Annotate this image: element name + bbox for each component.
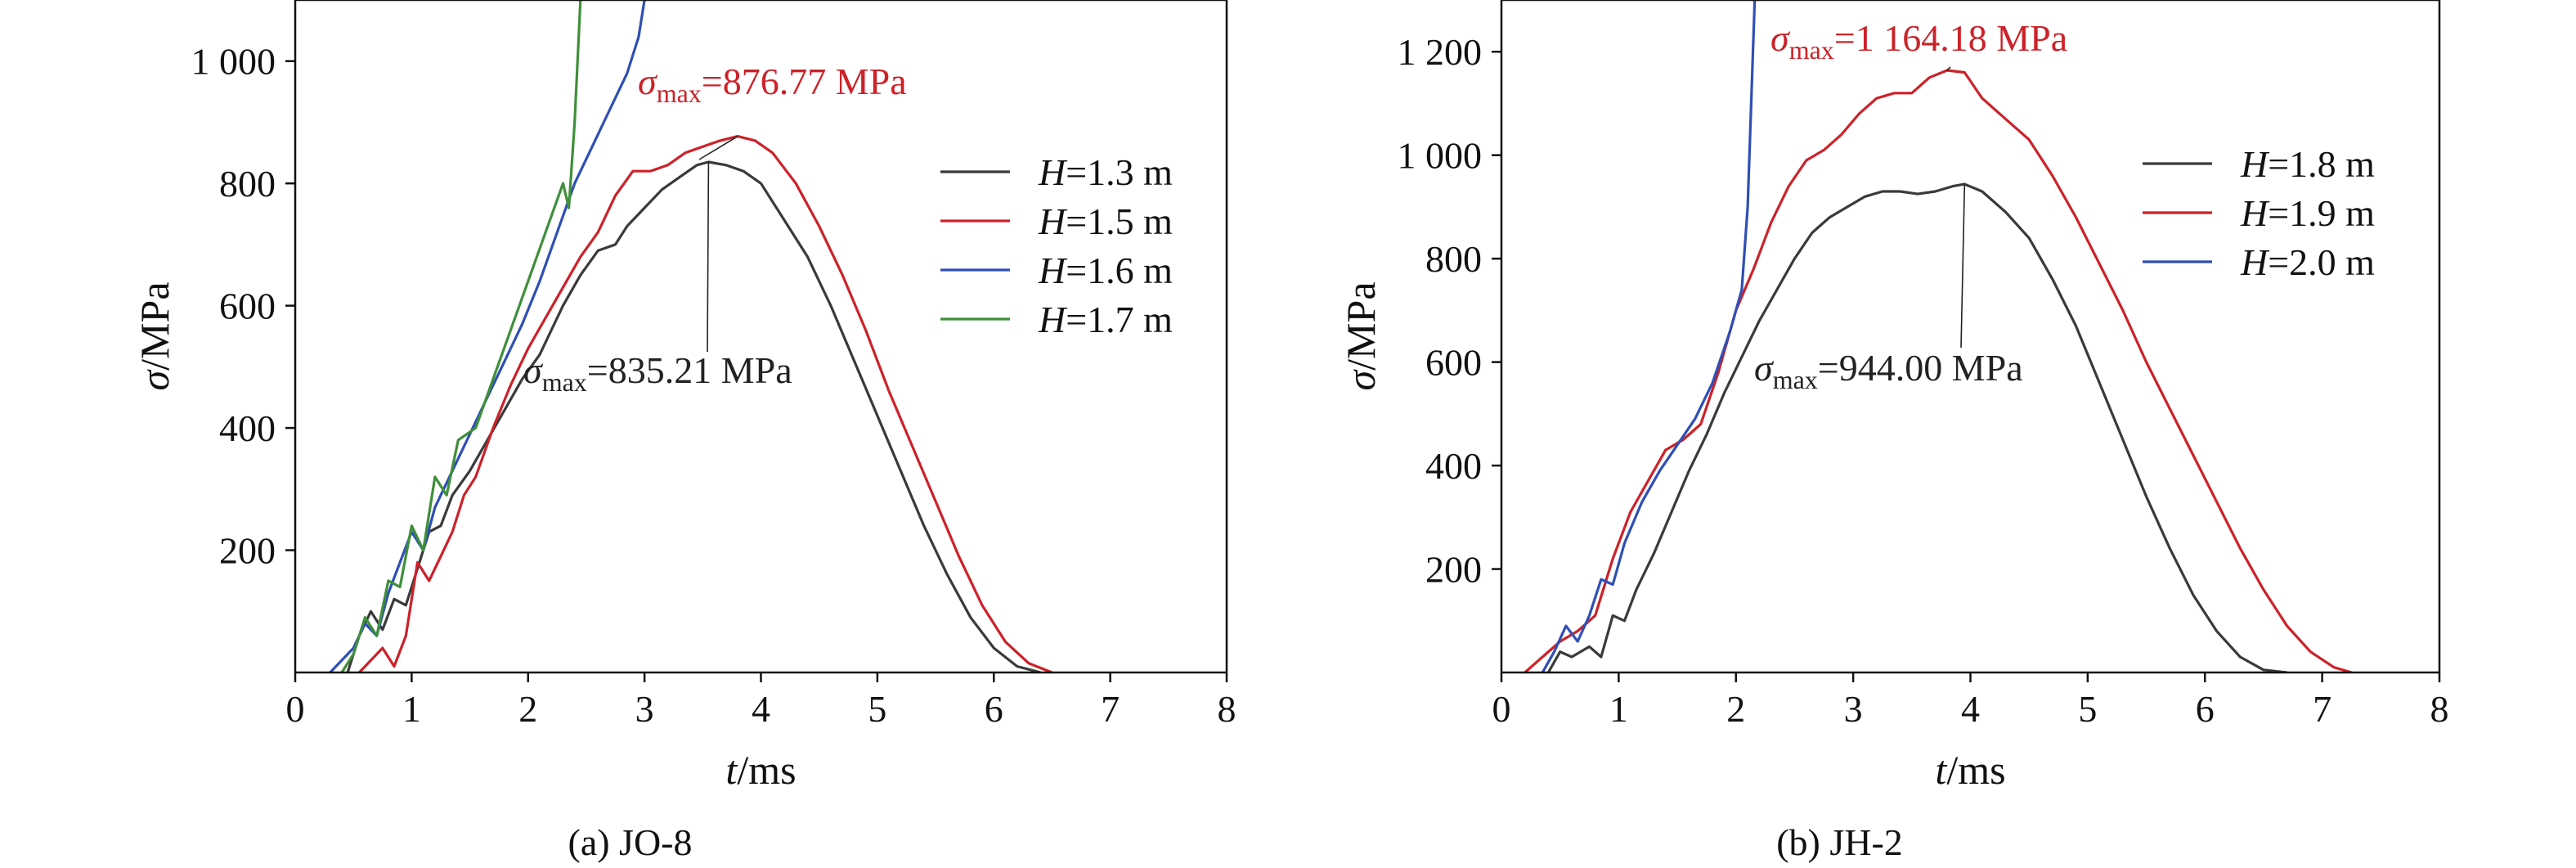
x-axis-symbol: t bbox=[725, 747, 738, 793]
x-axis-unit: /ms bbox=[737, 747, 796, 793]
legend-label: H=1.5 m bbox=[1038, 200, 1173, 242]
x-tick-label: 4 bbox=[752, 688, 770, 730]
legend-label: H=1.7 m bbox=[1038, 299, 1173, 340]
x-tick-label: 8 bbox=[1218, 688, 1236, 730]
y-tick-label: 1 000 bbox=[1398, 135, 1483, 177]
y-axis-title: σ/MPa bbox=[132, 281, 177, 390]
y-tick-label: 200 bbox=[1425, 549, 1482, 591]
series-line-h-1-6-m bbox=[329, 0, 646, 672]
annotation-symbol: σ bbox=[638, 61, 658, 102]
annotation-leader bbox=[1946, 66, 1951, 71]
y-axis-unit: /MPa bbox=[1338, 281, 1384, 370]
annotation-symbol: σ bbox=[1754, 347, 1775, 389]
legend-label: H=1.8 m bbox=[2240, 143, 2375, 185]
x-tick-label: 3 bbox=[1844, 688, 1863, 730]
chart-panel-b: 0 1 2 3 4 5 6 7 8 200 400 600 800 1 000 1 200 t/ms σ/MPa… bbox=[1338, 0, 2449, 863]
x-tick-label: 6 bbox=[985, 688, 1003, 730]
legend-value: =2.0 m bbox=[2268, 241, 2375, 283]
legend: H=1.8 mH=1.9 mH=2.0 m bbox=[2143, 143, 2375, 283]
legend-var: H bbox=[2240, 143, 2270, 185]
series-line-h-1-9-m bbox=[1524, 69, 2352, 672]
legend-label: H=1.6 m bbox=[1038, 250, 1173, 291]
series-line-h-1-8-m bbox=[1546, 182, 2287, 672]
legend-var: H bbox=[2240, 192, 2270, 234]
legend-value: =1.9 m bbox=[2268, 192, 2375, 234]
x-tick-label: 7 bbox=[2313, 688, 2331, 730]
legend-var: H bbox=[1038, 299, 1068, 340]
x-tick-label: 6 bbox=[2196, 688, 2215, 730]
legend-label: H=1.9 m bbox=[2240, 192, 2375, 234]
annotation-value: =944.00 MPa bbox=[1818, 347, 2023, 389]
x-tick-label: 1 bbox=[402, 688, 421, 730]
legend-var: H bbox=[2240, 241, 2270, 283]
y-axis-unit: /MPa bbox=[132, 281, 177, 370]
x-tick-label: 2 bbox=[518, 688, 537, 730]
x-axis-title: t/ms bbox=[1935, 747, 2005, 793]
x-tick-label: 0 bbox=[1492, 688, 1511, 730]
annotation-leader bbox=[707, 162, 710, 353]
legend-value: =1.3 m bbox=[1066, 151, 1173, 193]
series-line-h-1-7-m bbox=[340, 0, 582, 672]
annotation-leader bbox=[1960, 184, 1966, 349]
annotation-label: σmax=835.21 MPa bbox=[523, 349, 792, 397]
legend-var: H bbox=[1038, 151, 1068, 193]
plot-frame bbox=[1500, 0, 2441, 674]
annotation-subscript: max bbox=[1773, 365, 1818, 394]
annotation-value: =876.77 MPa bbox=[702, 61, 907, 102]
annotation-symbol: σ bbox=[523, 349, 544, 391]
y-axis-symbol: σ bbox=[1338, 369, 1384, 391]
annotation-label: σmax=876.77 MPa bbox=[638, 61, 907, 108]
y-tick-label: 200 bbox=[219, 530, 276, 572]
annotation-label: σmax=1 164.18 MPa bbox=[1770, 17, 2067, 65]
y-tick-label: 800 bbox=[1425, 238, 1482, 280]
legend-value: =1.7 m bbox=[1066, 299, 1173, 340]
legend: H=1.3 mH=1.5 mH=1.6 mH=1.7 m bbox=[940, 151, 1173, 340]
x-axis-unit: /ms bbox=[1946, 747, 2005, 793]
y-tick-label: 400 bbox=[1425, 445, 1482, 487]
annotation-value: =835.21 MPa bbox=[587, 349, 792, 391]
x-axis-symbol: t bbox=[1935, 747, 1947, 793]
y-tick-label: 600 bbox=[219, 286, 276, 327]
x-tick-label: 5 bbox=[2078, 688, 2097, 730]
legend-label: H=1.3 m bbox=[1038, 151, 1173, 193]
x-tick-label: 2 bbox=[1726, 688, 1745, 730]
x-tick-label: 0 bbox=[286, 688, 305, 730]
legend-value: =1.8 m bbox=[2268, 143, 2375, 185]
series-line-h-2-0-m bbox=[1541, 0, 1757, 672]
x-tick-label: 3 bbox=[635, 688, 654, 730]
y-axis-title: σ/MPa bbox=[1338, 281, 1384, 390]
y-tick-label: 1 000 bbox=[191, 41, 276, 83]
x-tick-label: 4 bbox=[1961, 688, 1980, 730]
y-tick-label: 400 bbox=[219, 407, 276, 449]
panel-caption: (a) JO-8 bbox=[568, 821, 693, 863]
x-tick-label: 1 bbox=[1609, 688, 1628, 730]
legend-value: =1.5 m bbox=[1066, 200, 1173, 242]
annotation-subscript: max bbox=[542, 367, 587, 397]
annotation-leader bbox=[698, 135, 738, 160]
annotation-subscript: max bbox=[1789, 35, 1834, 65]
y-tick-label: 1 200 bbox=[1398, 31, 1483, 73]
annotation-label: σmax=944.00 MPa bbox=[1754, 347, 2023, 394]
annotation-value: =1 164.18 MPa bbox=[1834, 17, 2067, 59]
x-tick-label: 7 bbox=[1101, 688, 1120, 730]
x-tick-label: 5 bbox=[868, 688, 886, 730]
series-line-h-1-5-m bbox=[358, 135, 1052, 672]
annotation-symbol: σ bbox=[1770, 17, 1791, 59]
legend-var: H bbox=[1038, 200, 1068, 242]
panel-caption: (b) JH-2 bbox=[1776, 821, 1903, 863]
y-tick-label: 800 bbox=[219, 163, 276, 205]
series-line-h-1-3-m bbox=[346, 160, 1041, 672]
y-axis-symbol: σ bbox=[132, 369, 177, 391]
annotation-subscript: max bbox=[657, 79, 702, 108]
legend-label: H=2.0 m bbox=[2240, 241, 2375, 283]
legend-value: =1.6 m bbox=[1066, 250, 1173, 291]
x-axis-title: t/ms bbox=[725, 747, 796, 793]
x-tick-label: 8 bbox=[2430, 688, 2449, 730]
legend-var: H bbox=[1038, 250, 1068, 291]
y-tick-label: 600 bbox=[1425, 342, 1482, 384]
